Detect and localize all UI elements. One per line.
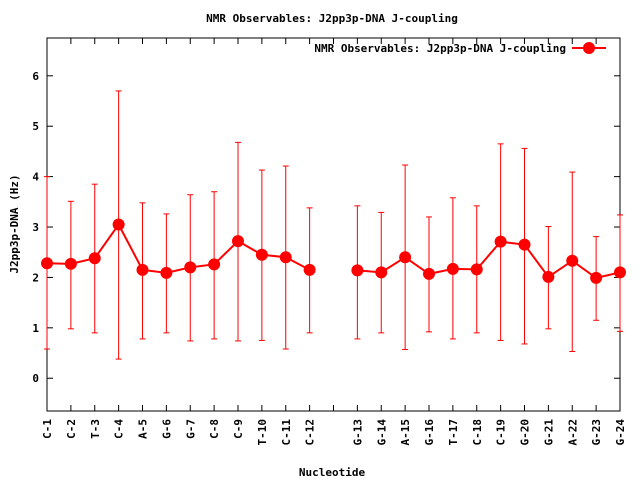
x-tick-label: G-23 — [590, 419, 603, 446]
x-tick-label: G-7 — [184, 419, 197, 439]
data-point — [136, 263, 149, 276]
y-tick-label: 4 — [32, 171, 39, 184]
data-point — [184, 261, 197, 274]
data-point — [494, 235, 507, 248]
data-point — [279, 251, 292, 264]
x-tick-label: A-22 — [566, 419, 579, 446]
data-point — [470, 263, 483, 276]
data-point — [351, 264, 364, 277]
data-point — [303, 263, 316, 276]
y-tick-label: 3 — [32, 221, 39, 234]
data-points — [41, 218, 626, 284]
x-tick-label: T-17 — [447, 419, 460, 446]
data-point — [88, 252, 101, 265]
legend-label: NMR Observables: J2pp3p-DNA J-coupling — [314, 42, 566, 55]
series-line — [46, 222, 621, 280]
data-point — [399, 251, 412, 264]
data-point — [423, 267, 435, 280]
y-tick-label: 2 — [32, 271, 39, 284]
data-point — [255, 248, 268, 261]
y-tick-label: 6 — [32, 70, 39, 83]
x-tick-label: G-24 — [614, 419, 627, 446]
data-point — [375, 266, 388, 279]
plot-area — [46, 37, 621, 412]
data-point — [41, 257, 53, 270]
data-point — [590, 271, 603, 284]
data-point — [112, 218, 125, 231]
x-tick-label: C-18 — [471, 419, 484, 446]
x-tick-label: T-3 — [89, 419, 102, 439]
data-point — [614, 266, 626, 279]
x-tick-label: G-16 — [423, 419, 436, 446]
x-tick-label: T-10 — [256, 419, 269, 446]
data-point — [446, 262, 459, 275]
data-point — [208, 258, 221, 271]
x-tick-label: G-13 — [351, 419, 364, 446]
x-tick-label: C-11 — [280, 419, 293, 446]
x-tick-label: A-5 — [137, 419, 150, 439]
x-tick-label: G-6 — [160, 419, 173, 439]
data-point — [566, 254, 579, 267]
y-axis-label: J2pp3p-DNA (Hz) — [8, 174, 21, 273]
x-tick-label: C-9 — [232, 419, 245, 439]
x-tick-label: C-12 — [304, 419, 317, 446]
data-point — [232, 235, 244, 248]
error-bars — [44, 90, 623, 360]
legend: NMR Observables: J2pp3p-DNA J-coupling — [314, 42, 606, 55]
x-tick-label: C-1 — [41, 419, 54, 439]
data-point — [64, 257, 77, 270]
y-tick-label: 1 — [32, 322, 39, 335]
series-segment — [357, 240, 621, 280]
x-tick-label: G-14 — [375, 419, 388, 446]
data-point — [542, 270, 555, 283]
x-tick-label: C-19 — [495, 419, 508, 446]
x-tick-label: C-4 — [113, 419, 126, 439]
series-segment — [46, 222, 311, 274]
data-point — [518, 238, 531, 251]
x-tick-label: A-15 — [399, 419, 412, 446]
y-tick-label: 0 — [32, 372, 39, 385]
x-tick-label: G-20 — [519, 419, 532, 446]
x-axis: C-1 C-2 T-3 C-4 A-5 G-6 G-7 C-8 C-9 T-10 C-11 C-12 G… — [41, 38, 627, 446]
x-tick-label: C-2 — [65, 419, 78, 439]
data-point — [160, 266, 173, 279]
x-tick-label: G-21 — [542, 419, 555, 446]
x-tick-label: C-8 — [208, 419, 221, 439]
legend-marker — [583, 42, 595, 54]
x-axis-label: Nucleotide — [299, 466, 366, 479]
chart-title: NMR Observables: J2pp3p-DNA J-coupling — [206, 12, 458, 25]
y-axis: 0 1 2 3 4 5 6 — [32, 70, 620, 385]
y-tick-label: 5 — [32, 120, 39, 133]
